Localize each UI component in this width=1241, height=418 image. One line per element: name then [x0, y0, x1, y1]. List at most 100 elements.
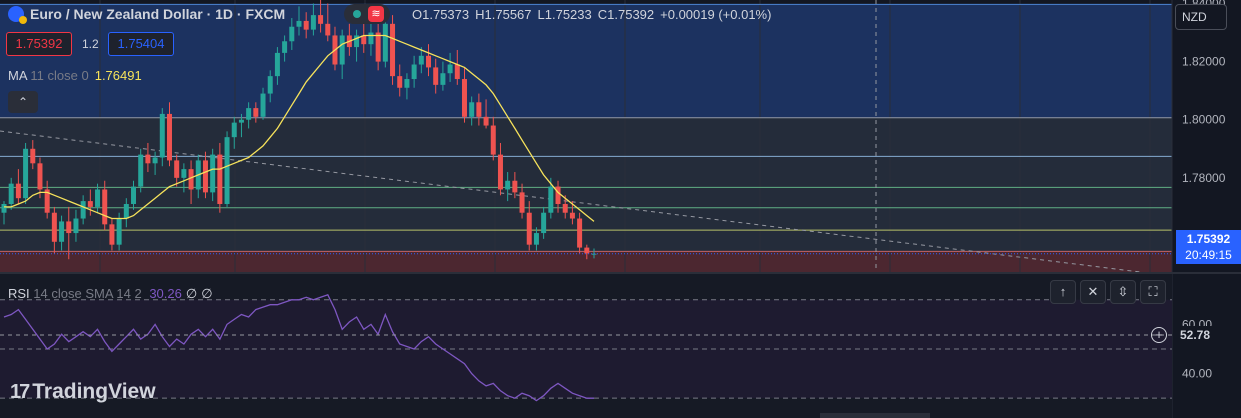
price-tick-label-1: 1.82000: [1182, 55, 1226, 69]
price-change: +0.00019 (+0.01%): [660, 7, 772, 22]
candle-body-81: [584, 247, 590, 254]
candle-body-58: [418, 55, 424, 65]
price-tick-label-2: 1.80000: [1182, 113, 1226, 127]
candle-body-72: [519, 192, 525, 213]
rsi-legend-na-1: ∅: [185, 286, 198, 301]
price-zone-2: [0, 251, 1172, 272]
candle-body-71: [512, 180, 518, 193]
candle-body-13: [95, 189, 101, 207]
candle-body-7: [51, 212, 57, 242]
candle-body-73: [526, 212, 532, 245]
move-pane-up-button[interactable]: ↑: [1050, 280, 1076, 304]
candle-body-28: [202, 160, 208, 193]
brand-name: TradingView: [32, 380, 156, 403]
candle-body-12: [87, 201, 93, 207]
collapse-icon: ⇳: [1117, 284, 1129, 299]
rsi-legend-name: RSI: [8, 286, 30, 301]
candle-body-69: [497, 154, 503, 190]
candle-body-55: [397, 76, 403, 88]
tradingview-logo[interactable]: 17 TradingView: [10, 380, 156, 404]
candle-body-45: [325, 23, 331, 36]
candle-body-43: [310, 15, 316, 30]
candle-body-76: [548, 186, 554, 213]
candle-body-39: [282, 41, 288, 53]
ma-legend-params: 11 close 0: [30, 68, 89, 83]
price-zone-1: [0, 117, 1172, 252]
close-icon: ✕: [1087, 284, 1099, 299]
candle-body-6: [44, 189, 50, 213]
ohlc-value-h: 1.75567: [484, 7, 532, 22]
candle-body-53: [382, 23, 388, 62]
candle-body-23: [166, 113, 172, 161]
candle-body-70: [505, 180, 511, 190]
maximize-pane-button[interactable]: ⛶: [1140, 280, 1166, 304]
candle-body-17: [123, 204, 129, 219]
rsi-tick-label-1: 40.00: [1182, 367, 1212, 381]
candle-body-74: [533, 233, 539, 245]
symbol-title-text: Euro / New Zealand Dollar · 1D · FXCM: [30, 6, 286, 22]
rsi-legend-na-2: ∅: [201, 286, 213, 301]
candle-body-78: [562, 204, 568, 213]
candle-body-5: [37, 163, 43, 190]
candle-body-1: [8, 183, 14, 204]
globe-icon: [8, 6, 27, 24]
maximize-icon: ⛶: [1148, 284, 1158, 299]
candle-body-59: [426, 55, 432, 68]
candle-body-38: [274, 52, 280, 77]
candle-body-50: [361, 35, 367, 45]
candle-body-49: [354, 35, 360, 48]
delete-pane-button[interactable]: ✕: [1080, 280, 1106, 304]
bar-countdown: 20:49:15: [1185, 248, 1232, 262]
ma-legend[interactable]: MA 11 close 0 1.76491: [8, 68, 142, 83]
symbol-title[interactable]: Euro / New Zealand Dollar · 1D · FXCM: [8, 6, 286, 24]
candle-body-29: [210, 154, 216, 193]
candle-body-14: [102, 189, 108, 225]
candle-body-15: [109, 224, 115, 245]
sell-price-button[interactable]: 1.75392: [6, 32, 72, 56]
market-status-pill[interactable]: ≋: [344, 4, 390, 24]
candle-body-21: [152, 157, 158, 164]
candle-body-51: [368, 32, 374, 45]
candle-body-34: [246, 108, 252, 120]
candle-body-42: [303, 20, 309, 30]
ohlc-key-h: H: [475, 7, 485, 22]
candle-body-64: [461, 79, 467, 117]
candle-body-35: [253, 108, 259, 117]
candle-body-57: [411, 64, 417, 80]
candle-body-44: [318, 15, 324, 24]
spread-value: 1.2: [82, 37, 99, 51]
rsi-legend[interactable]: RSI 14 close SMA 14 2 30.26 ∅ ∅: [8, 286, 213, 302]
candle-body-3: [23, 148, 29, 199]
candle-body-18: [131, 186, 137, 204]
ohlc-key-c: C: [597, 7, 608, 22]
buy-price-button[interactable]: 1.75404: [108, 32, 174, 56]
candle-body-60: [433, 67, 439, 85]
candle-body-10: [73, 218, 79, 234]
price-axis-bg: [1172, 0, 1241, 418]
candle-body-16: [116, 218, 122, 245]
time-axis-marker: [820, 413, 930, 418]
candle-body-26: [188, 169, 194, 190]
collapse-pane-button[interactable]: ⇳: [1110, 280, 1136, 304]
tradingview-logo-icon: 17: [10, 381, 30, 403]
candle-body-41: [296, 20, 302, 27]
candle-body-37: [267, 76, 273, 94]
candle-body-30: [217, 154, 223, 204]
candle-body-61: [440, 73, 446, 85]
candle-body-25: [181, 169, 187, 178]
rsi-legend-params: 14 close SMA 14 2: [33, 286, 142, 301]
candle-body-11: [80, 201, 86, 219]
candle-body-79: [569, 212, 575, 219]
ohlc-value-c: 1.75392: [607, 7, 655, 22]
add-alert-plus-icon[interactable]: +: [1151, 327, 1167, 343]
currency-selector[interactable]: NZD: [1175, 4, 1227, 30]
candle-body-0: [1, 204, 7, 213]
candle-body-4: [30, 148, 36, 164]
ma-legend-value: 1.76491: [94, 68, 142, 83]
collapse-legend-button[interactable]: ⌃: [8, 91, 38, 113]
ohlc-key-l: L: [537, 7, 545, 22]
ohlc-readout: O1.75373 H1.75567 L1.75233 C1.75392 +0.00019…: [406, 7, 771, 22]
ma-legend-name: MA: [8, 68, 27, 83]
candle-body-8: [59, 221, 65, 242]
